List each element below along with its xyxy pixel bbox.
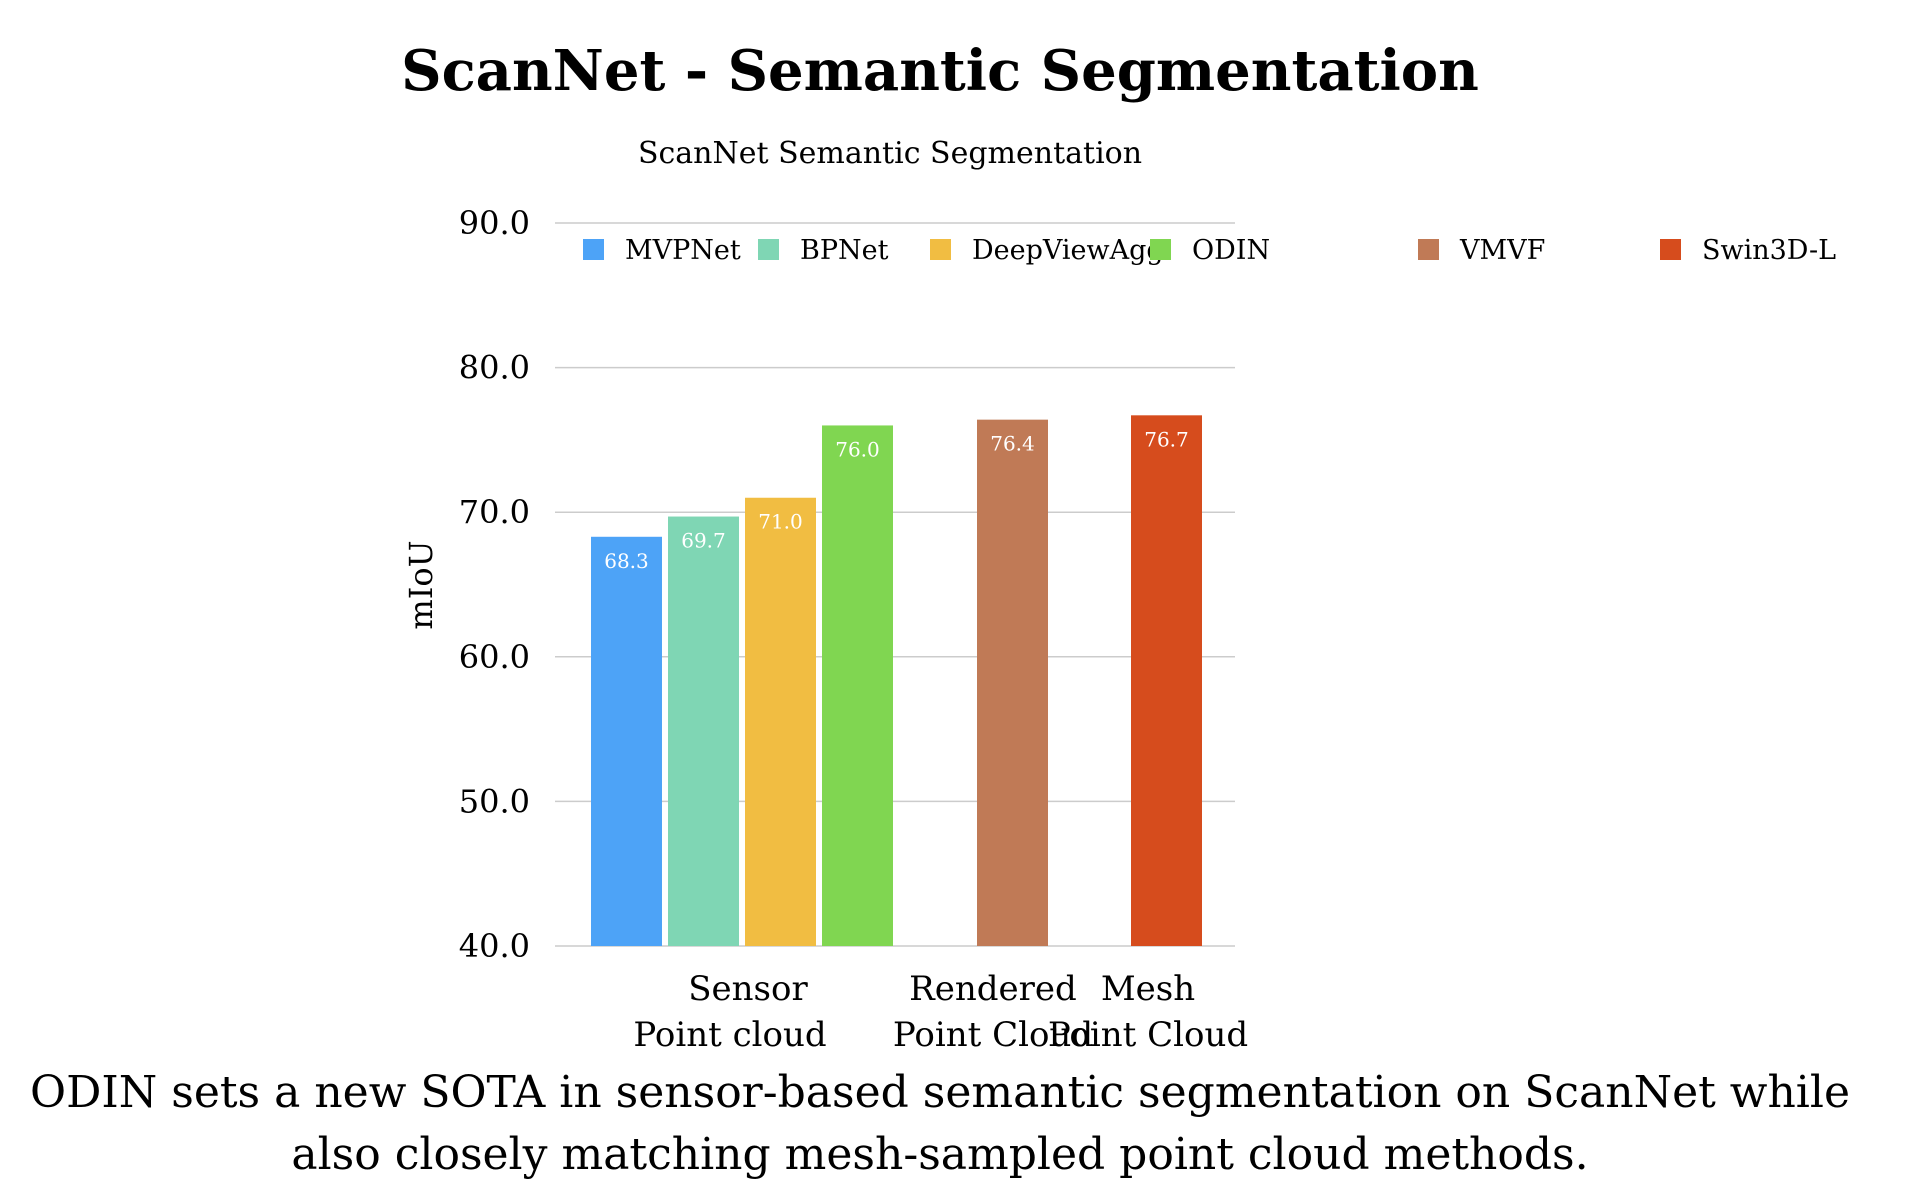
category-label: Point Cloud [893,1015,1093,1055]
category-label: Rendered [909,969,1077,1009]
legend-swatch [1418,239,1439,260]
y-tick-label: 70.0 [459,493,530,531]
legend-swatch [758,239,779,260]
legend-label: MVPNet [625,235,741,266]
legend-swatch [583,239,604,260]
bars: 68.3 69.7 71.0 76.0 76.4 76.7 [591,415,1202,946]
bar-chart: 40.0 50.0 60.0 70.0 80.0 90.0 mIoU 68.3 69.7 71… [402,204,1836,1055]
figure-caption: ODIN sets a new SOTA in sensor-based sem… [30,1067,1850,1180]
y-tick-label: 90.0 [459,204,530,242]
data-label: 76.7 [1144,427,1189,451]
legend-swatch [1660,239,1681,260]
chart-title: ScanNet Semantic Segmentation [637,136,1143,171]
legend-label: VMVF [1459,235,1545,266]
legend-swatch [1150,239,1171,260]
category-label: Point cloud [633,1015,826,1055]
data-label: 76.0 [835,437,880,461]
bar-vmvf [977,419,1048,946]
y-tick-label: 50.0 [459,782,530,820]
data-label: 69.7 [681,529,726,553]
y-tick-label: 40.0 [459,927,530,965]
y-axis-label: mIoU [402,540,440,629]
bar-mvpnet [591,536,662,946]
category-label: Point Cloud [1048,1015,1248,1055]
bar-deepviewagg [745,497,816,946]
legend: MVPNet BPNet DeepViewAgg ODIN VMVF Swin3D-L [583,235,1836,266]
main-title: ScanNet - Semantic Segmentation [401,38,1479,104]
bar-swin3d-l [1131,415,1202,946]
data-label: 68.3 [604,549,649,573]
bar-bpnet [668,516,739,946]
legend-label: ODIN [1192,235,1270,266]
bar-odin [822,425,893,946]
legend-swatch [930,239,951,260]
category-label: Sensor [688,969,808,1009]
y-axis-ticks: 40.0 50.0 60.0 70.0 80.0 90.0 [459,204,530,965]
y-tick-label: 60.0 [459,638,530,676]
legend-label: Swin3D-L [1702,235,1836,266]
data-label: 71.0 [758,510,803,534]
legend-label: BPNet [800,235,889,266]
legend-label: DeepViewAgg [972,235,1164,266]
y-tick-label: 80.0 [459,349,530,387]
category-label: Mesh [1101,969,1195,1009]
data-label: 76.4 [990,432,1035,456]
